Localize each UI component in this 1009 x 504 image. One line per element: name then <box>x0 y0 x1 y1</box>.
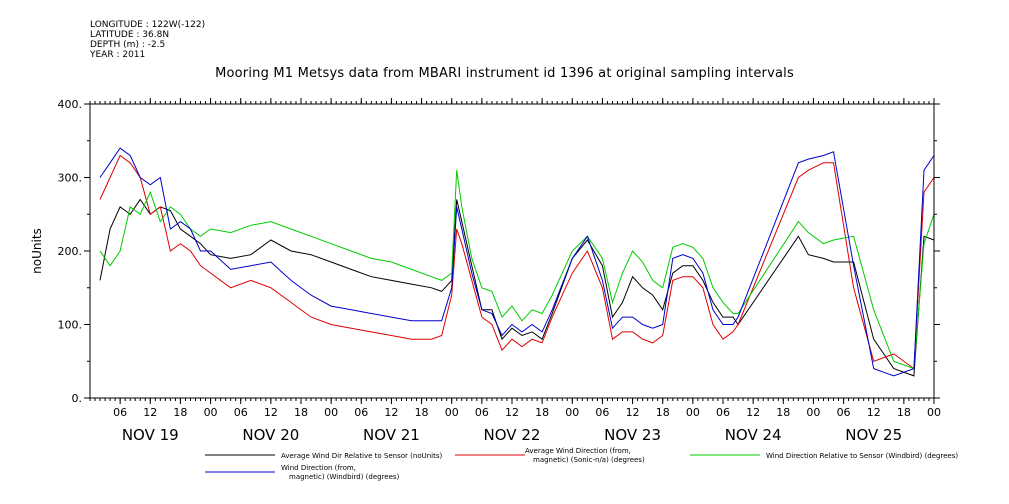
series-line-3 <box>99 170 935 370</box>
x-tick-label: 06 <box>837 406 851 419</box>
x-tick-label: 12 <box>264 406 278 419</box>
x-tick-label: 12 <box>746 406 760 419</box>
x-tick-label: 18 <box>535 406 549 419</box>
chart-title: Mooring M1 Metsys data from MBARI instru… <box>215 66 794 81</box>
y-tick-label: 100. <box>58 319 83 332</box>
plot-frame <box>89 103 935 399</box>
x-tick-label: 18 <box>776 406 790 419</box>
x-tick-label: 00 <box>565 406 579 419</box>
y-tick-label: 0. <box>72 392 83 405</box>
x-tick-label: 18 <box>415 406 429 419</box>
x-day-label: NOV 19 <box>122 426 179 444</box>
series-line-2 <box>99 154 935 370</box>
series-line-1 <box>99 198 935 377</box>
x-tick-label: 18 <box>173 406 187 419</box>
year-label: YEAR : 2011 <box>90 50 146 60</box>
x-day-label: NOV 23 <box>604 426 661 444</box>
x-tick-label: 12 <box>867 406 881 419</box>
x-tick-label: 18 <box>294 406 308 419</box>
x-day-label: NOV 21 <box>363 426 420 444</box>
x-tick-label: 12 <box>143 406 157 419</box>
x-day-label: NOV 20 <box>242 426 299 444</box>
x-tick-label: 06 <box>716 406 730 419</box>
x-tick-label: 18 <box>897 406 911 419</box>
x-tick-label: 12 <box>505 406 519 419</box>
legend-label-3: Wind Direction Relative to Sensor (Windb… <box>766 452 958 460</box>
x-tick-label: 00 <box>324 406 338 419</box>
depth-label: DEPTH (m) : -2.5 <box>90 40 166 50</box>
longitude-label: LONGITUDE : 122W(-122) <box>90 20 206 30</box>
x-tick-label: 12 <box>384 406 398 419</box>
legend-label-4-line2: magnetic) (Windbird) (degrees) <box>289 473 400 481</box>
legend-label-2-line2: magnetic) (Sonic-n/a) (degrees) <box>533 456 645 464</box>
x-tick-label: 06 <box>475 406 489 419</box>
x-tick-label: 00 <box>445 406 459 419</box>
legend-label-1: Average Wind Dir Relative to Sensor (noU… <box>281 452 442 460</box>
x-day-label: NOV 24 <box>725 426 782 444</box>
x-day-label: NOV 22 <box>484 426 541 444</box>
x-tick-label: 06 <box>113 406 127 419</box>
series-layer <box>99 147 935 377</box>
x-day-label: NOV 25 <box>845 426 902 444</box>
legend-label-4: Wind Direction (from, <box>281 464 356 472</box>
x-tick-label: 00 <box>204 406 218 419</box>
y-tick-label: 200. <box>58 245 83 258</box>
x-tick-label: 06 <box>595 406 609 419</box>
x-tick-label: 18 <box>656 406 670 419</box>
x-tick-label: 06 <box>354 406 368 419</box>
latitude-label: LATITUDE : 36.8N <box>90 30 170 40</box>
x-tick-label: 00 <box>686 406 700 419</box>
x-tick-label: 00 <box>927 406 941 419</box>
legend-label-2: Average Wind Direction (from, <box>525 447 631 455</box>
x-tick-label: 06 <box>234 406 248 419</box>
series-line-4 <box>99 147 935 377</box>
y-tick-label: 400. <box>58 98 83 111</box>
axes-layer: 0. 100. 200. 300. 400. noUnits 06 12 18 00 06 12 18 0… <box>30 98 941 444</box>
x-tick-label: 00 <box>806 406 820 419</box>
y-tick-label: 300. <box>58 172 83 185</box>
y-axis-label: noUnits <box>30 228 44 274</box>
metadata-block: LONGITUDE : 122W(-122) LATITUDE : 36.8N … <box>90 20 205 60</box>
legend: Average Wind Dir Relative to Sensor (noU… <box>205 447 958 481</box>
x-tick-label: 12 <box>626 406 640 419</box>
